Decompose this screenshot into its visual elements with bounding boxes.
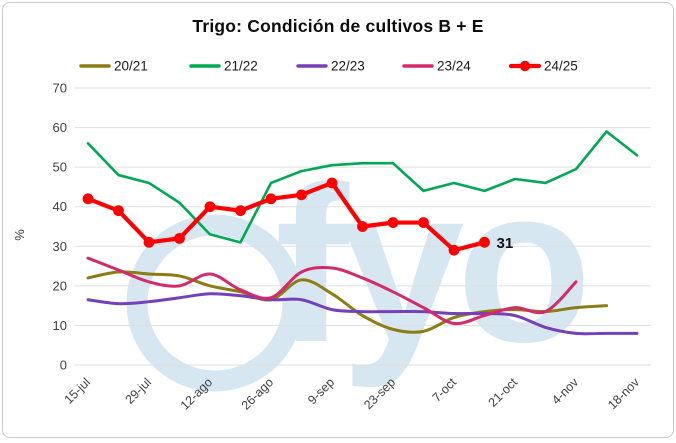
legend-label: 20/21 bbox=[114, 59, 148, 74]
legend-item-24-25: 24/25 bbox=[508, 59, 578, 74]
y-axis-tick-label: 70 bbox=[53, 81, 67, 96]
chart-title: Trigo: Condición de cultivos B + E bbox=[192, 16, 484, 36]
legend-item-22-23: 22/23 bbox=[296, 59, 365, 74]
legend-item-20-21: 20/21 bbox=[79, 59, 148, 74]
series-24-25-marker bbox=[296, 189, 307, 201]
x-axis-tick-label: 18-nov bbox=[605, 375, 642, 412]
series-line-22-23 bbox=[86, 292, 639, 336]
series-line-23-24 bbox=[86, 256, 578, 326]
y-axis-tick-label: 20 bbox=[53, 278, 67, 293]
series-24-25-marker bbox=[174, 232, 185, 244]
y-axis-title: % bbox=[12, 229, 27, 241]
y-axis-tick-label: 10 bbox=[53, 318, 67, 333]
legend-label: 21/22 bbox=[224, 59, 258, 74]
series-24-25: 31 bbox=[82, 177, 514, 256]
legend-marker-dot bbox=[519, 60, 531, 72]
legend-item-21-22: 21/22 bbox=[189, 59, 258, 74]
legend-label: 23/24 bbox=[437, 59, 471, 74]
series-24-25-marker bbox=[479, 236, 490, 248]
chart-legend: 20/21 21/22 22/23 23/24 24/25 bbox=[79, 59, 578, 74]
chart-card: Trigo: Condición de cultivos B + E fyo 0 1… bbox=[2, 2, 674, 438]
series-24-25-marker bbox=[265, 193, 277, 205]
series-24-25-marker bbox=[326, 177, 338, 189]
x-axis-tick-label: 15-jul bbox=[62, 375, 94, 407]
y-axis-tick-label: 30 bbox=[53, 239, 67, 254]
y-axis-tick-label: 50 bbox=[53, 160, 67, 175]
series-21-22 bbox=[86, 130, 639, 244]
legend-label: 22/23 bbox=[331, 59, 365, 74]
y-axis-tick-label: 0 bbox=[60, 358, 67, 373]
series-24-25-marker bbox=[204, 201, 216, 213]
series-24-25-marker bbox=[418, 217, 429, 228]
x-axis-tick-label: 29-jul bbox=[123, 375, 155, 407]
y-axis-tick-label: 40 bbox=[53, 199, 67, 214]
series-24-25-marker bbox=[143, 236, 155, 248]
watermark-text: fyo bbox=[275, 141, 584, 389]
series-20-21 bbox=[86, 270, 608, 334]
series-24-25-marker bbox=[448, 244, 460, 256]
series-24-25-marker bbox=[235, 205, 246, 217]
watermark-ring bbox=[126, 214, 304, 392]
series-24-25-marker bbox=[357, 221, 368, 232]
series-22-23 bbox=[86, 292, 639, 336]
series-24-25-end-value: 31 bbox=[497, 235, 514, 252]
series-24-25-marker bbox=[387, 217, 399, 228]
legend-item-23-24: 23/24 bbox=[402, 59, 471, 74]
series-24-25-marker bbox=[113, 205, 124, 217]
legend-label: 24/25 bbox=[544, 59, 578, 74]
series-24-25-marker bbox=[82, 193, 94, 205]
y-axis-tick-label: 60 bbox=[53, 120, 67, 135]
series-line-20-21 bbox=[86, 270, 608, 334]
series-line-21-22 bbox=[86, 130, 639, 244]
series-23-24 bbox=[86, 256, 578, 326]
